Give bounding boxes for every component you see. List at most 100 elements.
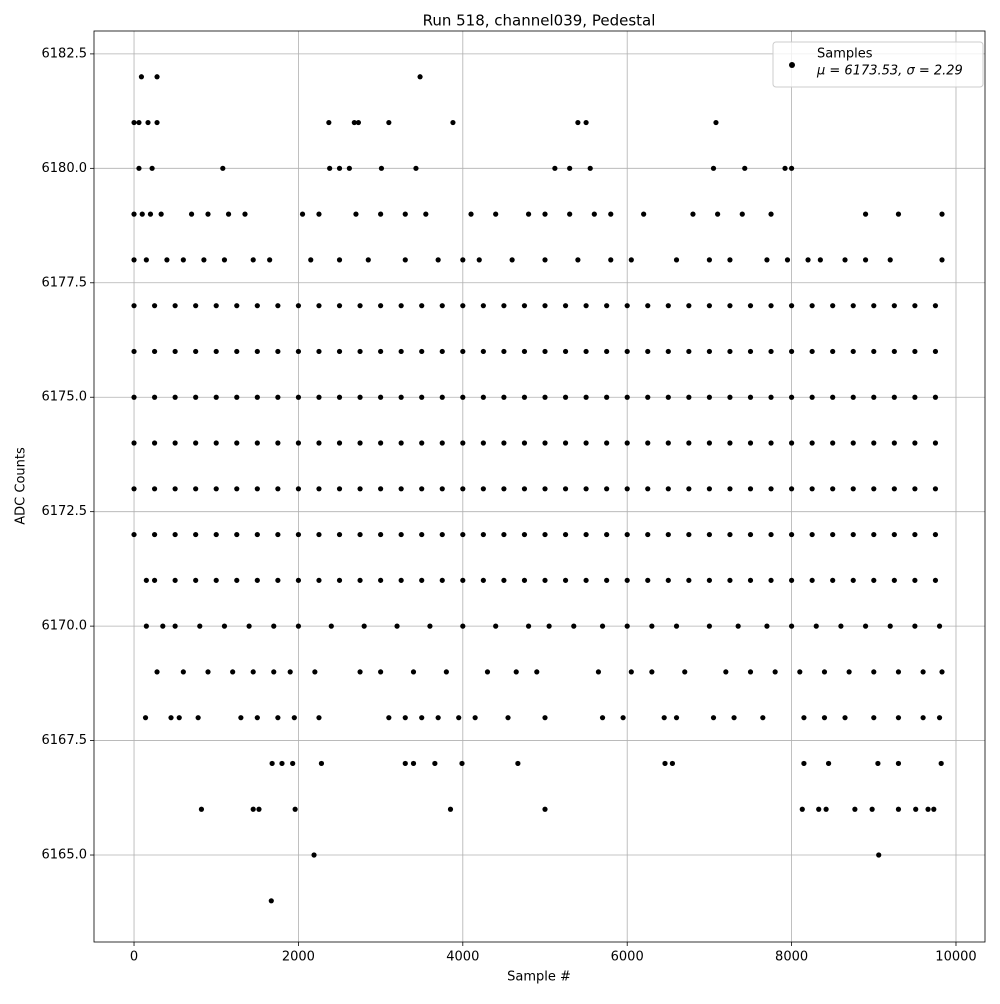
point	[925, 806, 931, 812]
point	[435, 257, 441, 263]
point	[413, 165, 419, 171]
point	[271, 623, 277, 629]
point	[604, 577, 610, 583]
point	[250, 669, 256, 675]
point	[398, 486, 404, 492]
point	[788, 531, 795, 538]
point	[673, 623, 680, 629]
point	[154, 669, 160, 675]
point	[346, 165, 352, 171]
point	[254, 303, 260, 309]
point	[295, 623, 302, 629]
point	[154, 119, 160, 126]
point	[912, 531, 918, 538]
point	[595, 669, 602, 675]
point	[788, 165, 795, 171]
point	[271, 669, 277, 675]
point	[402, 257, 408, 263]
point	[394, 623, 400, 629]
point	[138, 74, 145, 80]
point	[645, 348, 651, 355]
point	[891, 577, 897, 583]
point	[809, 531, 815, 538]
point	[604, 394, 610, 400]
y-tick-label: 6167.5	[42, 733, 88, 748]
point	[662, 760, 668, 767]
point	[365, 257, 371, 263]
point	[501, 440, 507, 446]
point	[871, 348, 877, 355]
point	[552, 165, 558, 171]
point	[427, 623, 433, 629]
point	[562, 486, 569, 492]
point	[912, 348, 918, 355]
point	[932, 348, 939, 355]
x-tick-label: 6000	[611, 950, 644, 965]
point	[151, 303, 158, 309]
point	[220, 165, 226, 171]
point	[435, 715, 441, 721]
point	[131, 257, 137, 263]
point	[875, 760, 881, 767]
point	[521, 440, 528, 446]
point	[316, 211, 322, 217]
point	[172, 531, 178, 538]
point	[198, 806, 205, 812]
point	[180, 257, 186, 263]
point	[542, 440, 548, 446]
point	[402, 211, 408, 217]
legend-stats: μ = 6173.53, σ = 2.29	[816, 64, 963, 79]
point	[912, 577, 918, 583]
point	[468, 211, 474, 217]
point	[188, 211, 195, 217]
point	[876, 852, 882, 858]
point	[542, 394, 548, 400]
point	[665, 531, 671, 538]
point	[782, 165, 788, 171]
point	[624, 303, 630, 309]
point	[160, 623, 166, 629]
point	[295, 577, 302, 583]
point	[628, 257, 634, 263]
point	[480, 303, 486, 309]
point	[275, 531, 281, 538]
point	[850, 303, 856, 309]
point	[275, 486, 281, 492]
point	[686, 303, 692, 309]
point	[932, 303, 939, 309]
point	[850, 486, 856, 492]
point	[398, 348, 404, 355]
point	[546, 623, 552, 629]
point	[147, 211, 154, 217]
point	[172, 303, 178, 309]
point	[234, 531, 240, 538]
point	[842, 715, 848, 721]
point	[768, 440, 774, 446]
point	[823, 806, 829, 812]
point	[583, 119, 589, 126]
point	[254, 577, 260, 583]
point	[871, 669, 877, 675]
point	[234, 440, 240, 446]
point	[895, 806, 902, 812]
point	[172, 348, 178, 355]
point	[830, 577, 836, 583]
point	[727, 440, 733, 446]
point	[690, 211, 696, 217]
point	[788, 394, 795, 400]
point	[912, 623, 918, 629]
point	[493, 211, 499, 217]
point	[509, 257, 515, 263]
point	[361, 623, 367, 629]
y-tick-label: 6165.0	[42, 848, 88, 863]
point	[562, 394, 569, 400]
point	[521, 531, 528, 538]
point	[378, 303, 384, 309]
point	[447, 806, 454, 812]
point	[869, 806, 875, 812]
point	[599, 715, 606, 721]
point	[932, 440, 939, 446]
point	[336, 257, 343, 263]
point	[268, 898, 274, 904]
